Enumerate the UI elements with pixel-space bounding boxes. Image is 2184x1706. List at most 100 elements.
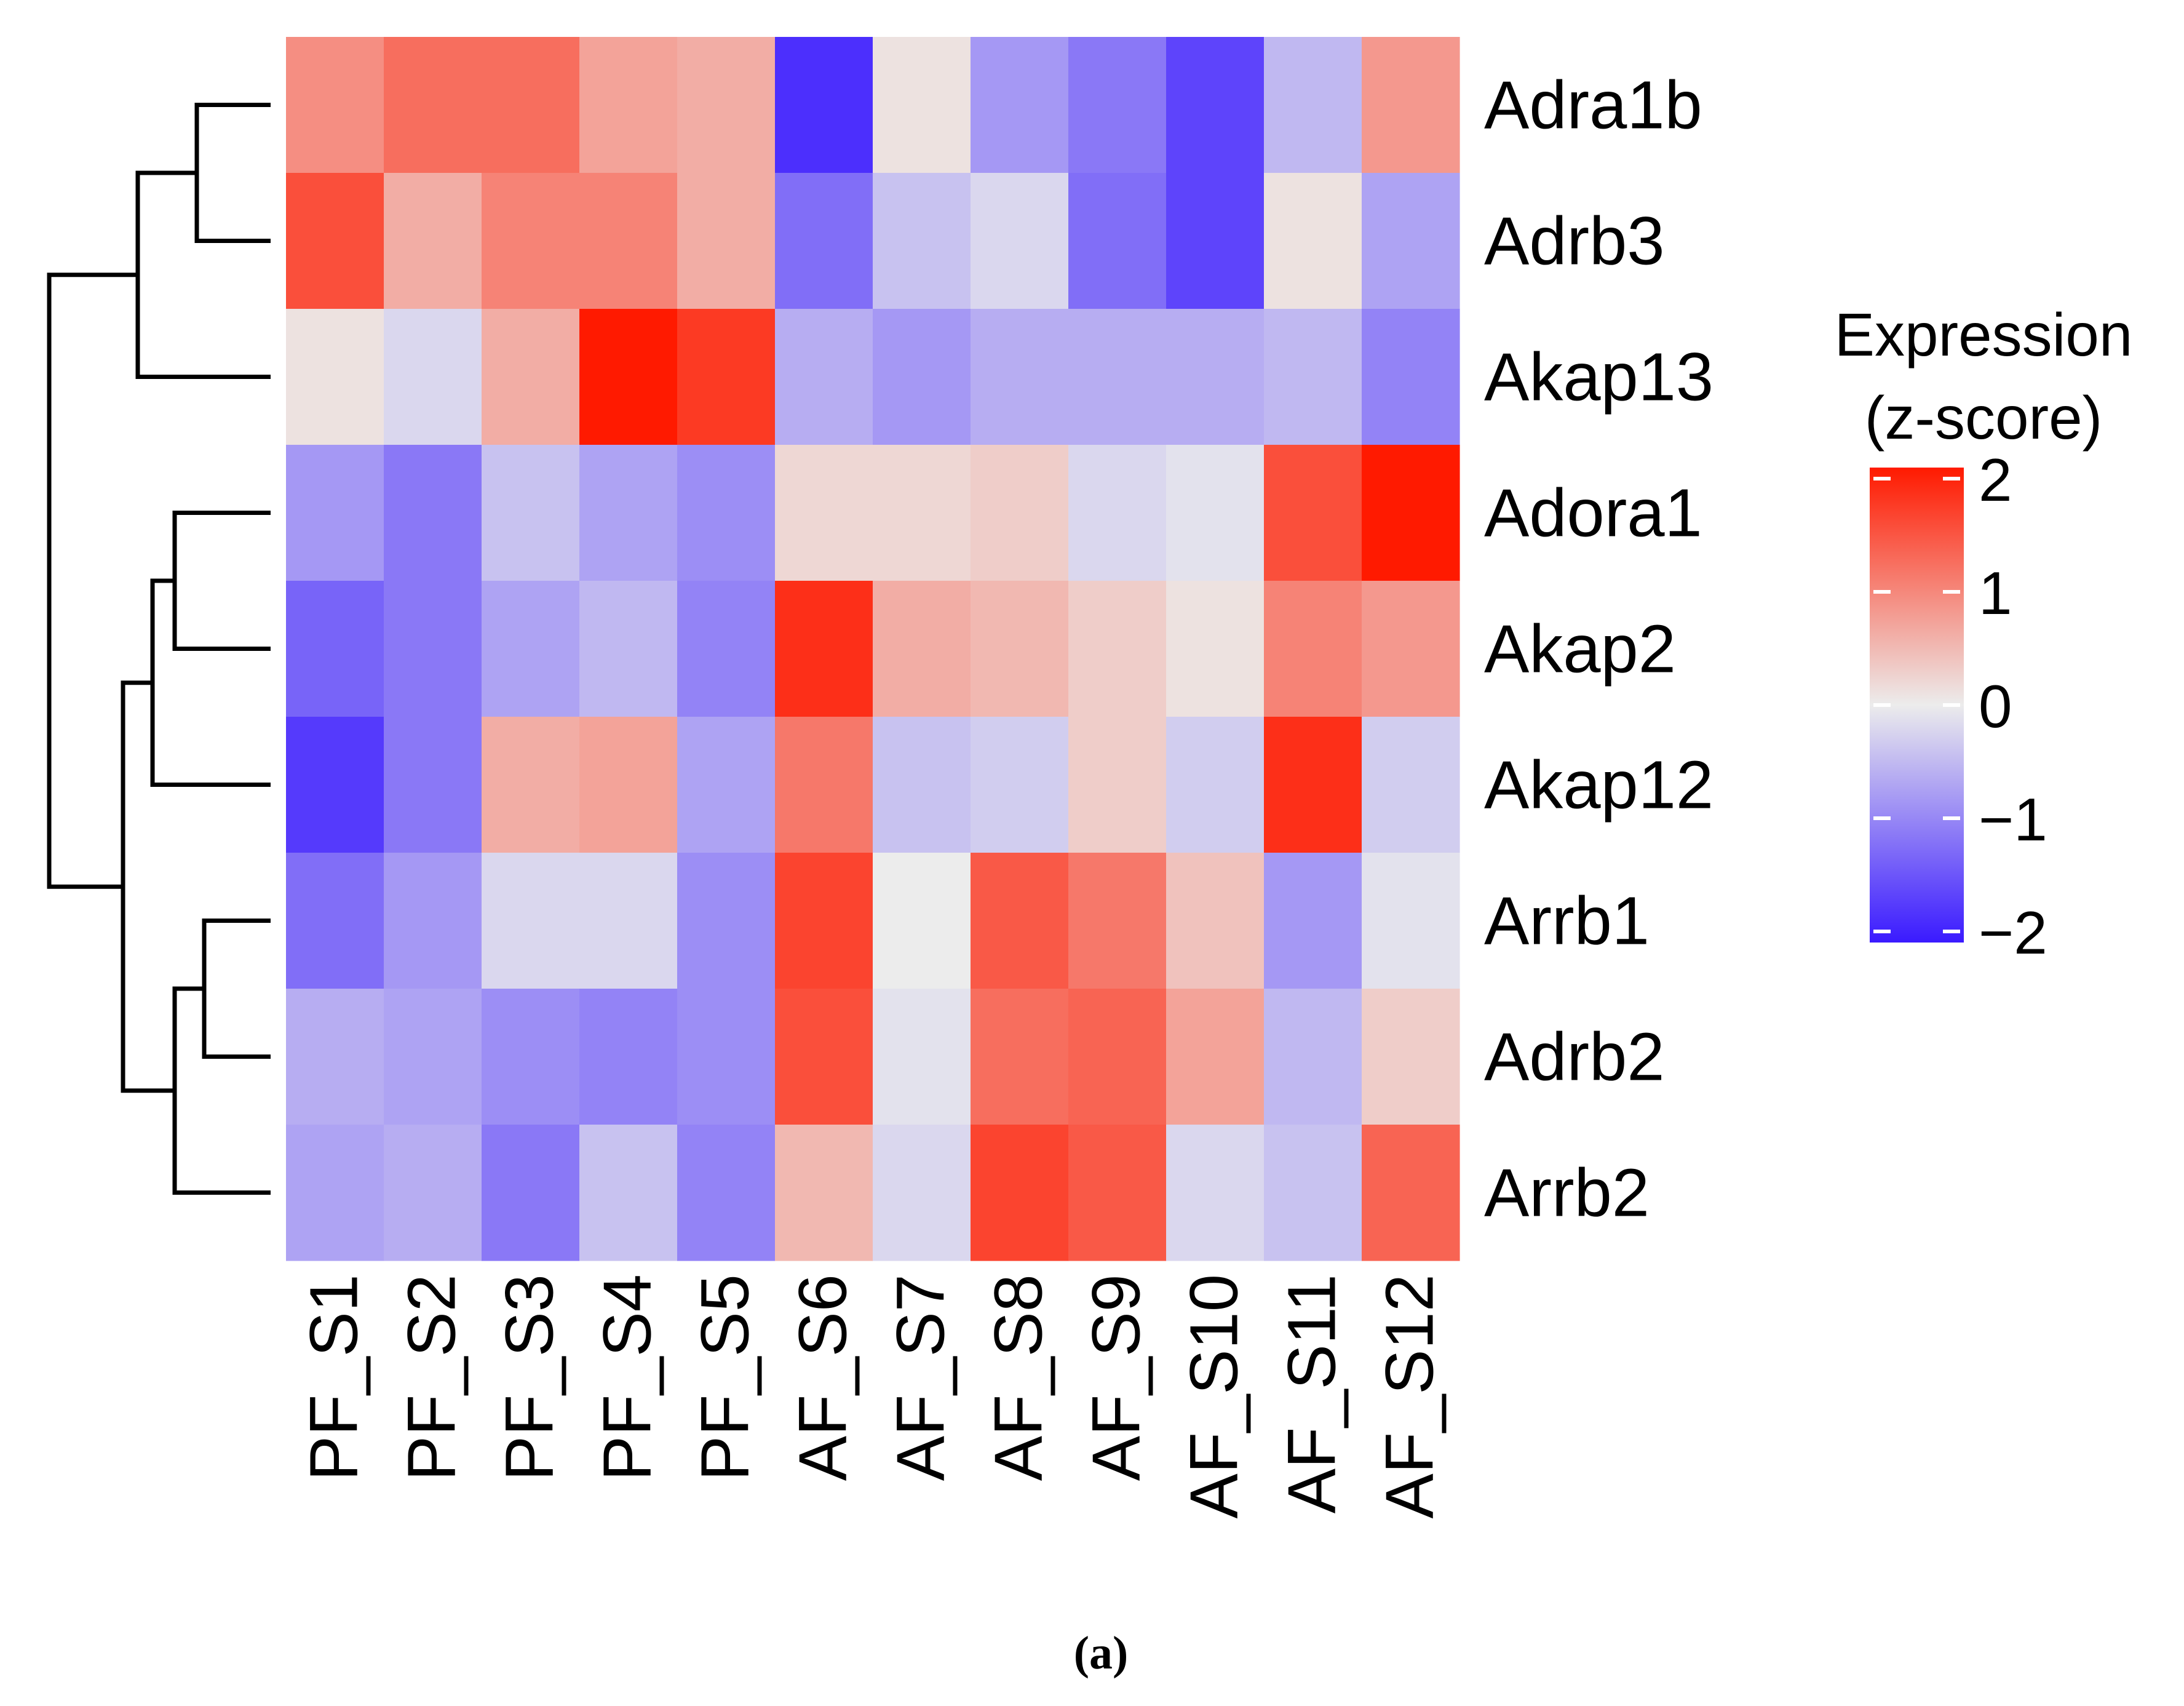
- heatmap-cell: [873, 989, 971, 1125]
- heatmap-cell: [482, 989, 580, 1125]
- legend-tick-label: −1: [1979, 786, 2047, 853]
- heatmap-cell: [677, 581, 776, 717]
- heatmap-cell: [1264, 309, 1362, 445]
- heatmap-cell: [1166, 989, 1265, 1125]
- heatmap-cell: [1362, 853, 1460, 989]
- heatmap-cell: [873, 309, 971, 445]
- column-label-pf-s5: PF_S5: [688, 1274, 763, 1481]
- heatmap-cell: [1166, 37, 1265, 173]
- heatmap-cell: [384, 445, 482, 581]
- legend-tick-label: 1: [1979, 559, 2012, 627]
- heatmap-cell: [1264, 989, 1362, 1125]
- heatmap-cell: [775, 37, 873, 173]
- heatmap-cell: [579, 581, 678, 717]
- heatmap-cell: [1264, 445, 1362, 581]
- heatmap-cell: [775, 717, 873, 853]
- legend-title-line1: Expression: [1835, 301, 2133, 369]
- heatmap-cell: [1264, 581, 1362, 717]
- heatmap-cell: [775, 445, 873, 581]
- heatmap-cell: [1166, 1125, 1265, 1261]
- heatmap-cell: [482, 309, 580, 445]
- heatmap-cell: [971, 581, 1069, 717]
- column-label-af-s9: AF_S9: [1079, 1274, 1154, 1481]
- heatmap-cell: [1362, 717, 1460, 853]
- heatmap-cell: [873, 445, 971, 581]
- heatmap-cell: [286, 1125, 384, 1261]
- heatmap-cell: [1068, 309, 1167, 445]
- dendrogram-branch-arrb1-adrb2: [202, 919, 271, 1059]
- heatmap-cell: [1362, 445, 1460, 581]
- legend-ticks: 2 1 0 −1 −2: [1873, 446, 2047, 967]
- heatmap-cell: [971, 309, 1069, 445]
- column-label-af-s6: AF_S6: [785, 1274, 861, 1481]
- dendrogram-branch-bottom-cluster: [121, 680, 175, 1093]
- heatmap-cell: [971, 717, 1069, 853]
- heatmap-cell: [579, 445, 678, 581]
- heatmap-cell: [1068, 989, 1167, 1125]
- heatmap-cell: [579, 309, 678, 445]
- heatmap-cell: [384, 37, 482, 173]
- heatmap-cell: [286, 37, 384, 173]
- heatmap-cell: [482, 445, 580, 581]
- heatmap-cell: [286, 309, 384, 445]
- heatmap-cell: [579, 853, 678, 989]
- heatmap-cell: [677, 1125, 776, 1261]
- heatmap-cell: [1068, 853, 1167, 989]
- heatmap-cell: [677, 989, 776, 1125]
- heatmap-cell: [677, 173, 776, 309]
- heatmap-cell: [1362, 173, 1460, 309]
- heatmap-cell: [1166, 173, 1265, 309]
- heatmap-cell: [971, 989, 1069, 1125]
- heatmap-cell: [775, 173, 873, 309]
- heatmap-cell: [873, 853, 971, 989]
- heatmap-cell: [1362, 989, 1460, 1125]
- heatmap-cell: [286, 581, 384, 717]
- heatmap-cell: [1068, 581, 1167, 717]
- heatmap-cell: [1068, 717, 1167, 853]
- heatmap-cell: [971, 445, 1069, 581]
- heatmap-cell: [1068, 445, 1167, 581]
- heatmap-cell: [677, 309, 776, 445]
- heatmap-cell: [579, 37, 678, 173]
- heatmap-cell: [1068, 1125, 1167, 1261]
- row-label-akap2: Akap2: [1484, 612, 1676, 687]
- row-label-akap12: Akap12: [1484, 747, 1713, 823]
- heatmap-cell: [1362, 1125, 1460, 1261]
- column-label-pf-s3: PF_S3: [492, 1274, 568, 1481]
- heatmap-cell: [286, 717, 384, 853]
- row-label-adra1b: Adra1b: [1484, 68, 1702, 143]
- heatmap-cell: [579, 717, 678, 853]
- heatmap-cell: [1264, 717, 1362, 853]
- heatmap-cell: [1166, 853, 1265, 989]
- legend-tick-label: 2: [1979, 446, 2012, 514]
- heatmap-cell: [1166, 309, 1265, 445]
- heatmap-cell: [482, 717, 580, 853]
- dendrogram-branch-adora-akap2: [172, 511, 271, 651]
- heatmap-cell: [873, 37, 971, 173]
- row-labels: Adra1b Adrb3 Akap13 Adora1 Akap2 Akap12 Arrb1 A…: [1484, 68, 1713, 1231]
- heatmap-cell: [482, 853, 580, 989]
- figure-caption: (a): [1074, 1627, 1129, 1679]
- heatmap-cell: [971, 37, 1069, 173]
- row-label-akap13: Akap13: [1484, 340, 1713, 415]
- column-label-af-s10: AF_S10: [1177, 1274, 1252, 1518]
- dendrogram-branch-arrb-cluster: [172, 986, 271, 1195]
- heatmap-cell: [384, 853, 482, 989]
- row-label-adrb3: Adrb3: [1484, 204, 1665, 279]
- heatmap-cell: [482, 173, 580, 309]
- heatmap-cell: [1264, 1125, 1362, 1261]
- heatmap-cell: [482, 581, 580, 717]
- heatmap-cell: [775, 853, 873, 989]
- dendrogram-branch-adra-adrb3: [194, 103, 271, 243]
- heatmap-cell: [971, 1125, 1069, 1261]
- heatmap-cell: [1264, 173, 1362, 309]
- heatmap-cell: [1166, 717, 1265, 853]
- heatmap-cells: [286, 37, 1460, 1261]
- heatmap-cell: [482, 1125, 580, 1261]
- heatmap-cell: [873, 581, 971, 717]
- dendrogram-branch-adora-akap12: [150, 578, 271, 787]
- heatmap-cell: [775, 1125, 873, 1261]
- row-label-adrb2: Adrb2: [1484, 1019, 1665, 1095]
- heatmap-cell: [579, 173, 678, 309]
